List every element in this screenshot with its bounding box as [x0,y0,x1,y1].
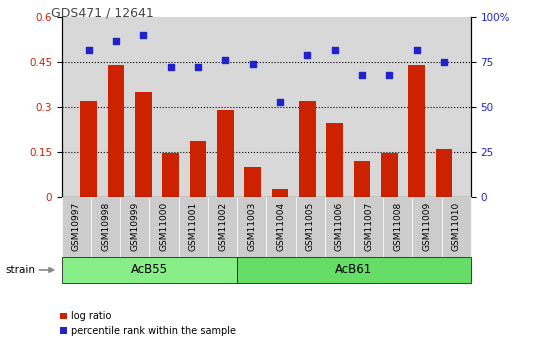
Text: GSM11010: GSM11010 [451,202,461,252]
Point [330,47,339,52]
Point [249,61,257,67]
Bar [436,149,452,197]
Bar [408,65,425,197]
Text: GSM11007: GSM11007 [364,202,373,252]
Bar [217,110,233,197]
Text: GSM10998: GSM10998 [101,202,110,252]
Bar [190,141,206,197]
Point [358,72,366,77]
Point [139,32,147,38]
Text: GSM11004: GSM11004 [277,202,286,252]
Point [166,65,175,70]
Text: GSM11006: GSM11006 [335,202,344,252]
Point [84,47,93,52]
Point [385,72,394,77]
Bar [81,101,97,197]
Bar [381,153,398,197]
Point [412,47,421,52]
Point [440,59,448,65]
Bar [327,124,343,197]
Text: GSM10997: GSM10997 [72,202,81,252]
Text: GSM11008: GSM11008 [393,202,402,252]
Text: AcB55: AcB55 [131,264,168,276]
Text: GSM11000: GSM11000 [160,202,168,252]
Bar [162,153,179,197]
Point [275,99,284,104]
Text: GDS471 / 12641: GDS471 / 12641 [51,7,154,20]
Text: GSM10999: GSM10999 [130,202,139,252]
Point [221,58,230,63]
Text: GSM11002: GSM11002 [218,202,227,252]
Bar [299,101,315,197]
Text: GSM11003: GSM11003 [247,202,256,252]
Bar [108,65,124,197]
Legend: log ratio, percentile rank within the sample: log ratio, percentile rank within the sa… [56,307,239,340]
Text: strain: strain [5,265,36,275]
Point [194,65,202,70]
Text: GSM11001: GSM11001 [189,202,198,252]
Bar [354,161,370,197]
Text: GSM11005: GSM11005 [306,202,315,252]
Bar [272,189,288,197]
Point [112,38,121,43]
Text: AcB61: AcB61 [335,264,372,276]
Bar [244,167,261,197]
Bar [135,92,152,197]
Point [303,52,312,58]
Text: GSM11009: GSM11009 [422,202,431,252]
